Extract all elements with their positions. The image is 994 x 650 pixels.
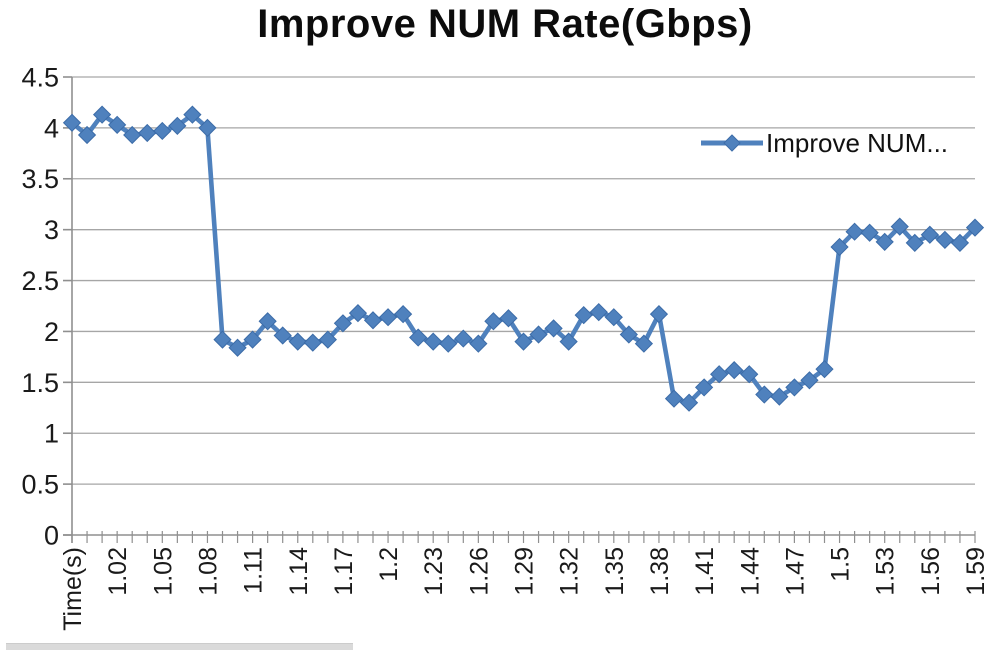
svg-text:1.23: 1.23 bbox=[420, 547, 448, 596]
svg-text:2: 2 bbox=[44, 317, 59, 347]
legend-line-marker-icon bbox=[701, 134, 763, 152]
svg-text:1.17: 1.17 bbox=[330, 547, 358, 596]
svg-text:3: 3 bbox=[44, 215, 59, 245]
svg-text:1.5: 1.5 bbox=[827, 547, 855, 582]
chart-title: Improve NUM Rate(Gbps) bbox=[257, 2, 753, 46]
svg-text:4: 4 bbox=[44, 113, 59, 143]
svg-text:0: 0 bbox=[44, 520, 59, 550]
svg-text:1.29: 1.29 bbox=[511, 547, 539, 596]
svg-text:1.47: 1.47 bbox=[781, 547, 809, 596]
svg-text:3.5: 3.5 bbox=[21, 164, 59, 194]
svg-text:1.38: 1.38 bbox=[646, 547, 674, 596]
svg-text:1.08: 1.08 bbox=[194, 547, 222, 596]
legend: Improve NUM... bbox=[700, 128, 948, 158]
svg-text:1.35: 1.35 bbox=[601, 547, 629, 596]
legend-label: Improve NUM... bbox=[766, 127, 949, 158]
svg-text:0.5: 0.5 bbox=[21, 470, 59, 500]
svg-text:1.56: 1.56 bbox=[917, 547, 945, 596]
svg-text:1.5: 1.5 bbox=[21, 368, 59, 398]
svg-text:1.26: 1.26 bbox=[465, 547, 493, 596]
svg-text:1.53: 1.53 bbox=[872, 547, 900, 596]
svg-text:1.11: 1.11 bbox=[240, 547, 268, 594]
svg-text:1.41: 1.41 bbox=[691, 547, 719, 596]
svg-text:1.05: 1.05 bbox=[149, 547, 177, 596]
svg-text:1.02: 1.02 bbox=[104, 547, 132, 596]
svg-text:1.14: 1.14 bbox=[285, 547, 313, 596]
svg-text:2.5: 2.5 bbox=[21, 266, 59, 296]
svg-text:1: 1 bbox=[44, 419, 59, 449]
bottom-artifact-bar bbox=[6, 643, 353, 650]
svg-text:1.2: 1.2 bbox=[375, 547, 403, 582]
svg-text:4.5: 4.5 bbox=[21, 62, 59, 92]
svg-text:Time(s): Time(s) bbox=[59, 547, 87, 631]
svg-text:1.59: 1.59 bbox=[962, 547, 990, 596]
svg-text:1.32: 1.32 bbox=[556, 547, 584, 596]
svg-text:1.44: 1.44 bbox=[736, 547, 764, 596]
